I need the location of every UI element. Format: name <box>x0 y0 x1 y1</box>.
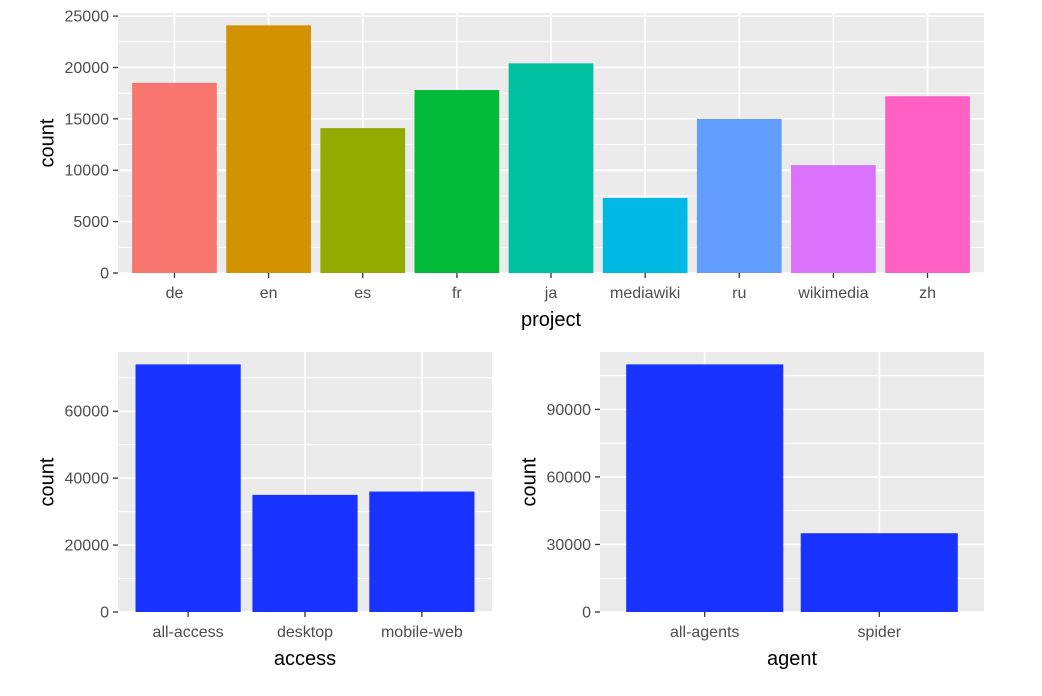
x-tick-label: spider <box>857 624 901 641</box>
bar-de <box>132 82 217 273</box>
y-axis-title: count <box>37 118 59 167</box>
y-tick-label: 20000 <box>65 60 110 77</box>
bar-en <box>226 25 311 273</box>
y-tick-label: 0 <box>582 605 591 622</box>
y-tick-label: 40000 <box>65 471 110 488</box>
x-tick-label: ja <box>544 285 558 302</box>
x-tick-label: mediawiki <box>610 285 680 302</box>
y-tick-label: 60000 <box>65 404 110 421</box>
y-axis-title: count <box>37 457 59 506</box>
agent-chart: 0 30000 60000 90000 all-agents spider agent cou… <box>519 352 984 670</box>
x-tick-label: mobile-web <box>381 624 463 641</box>
x-tick-label: wikimedia <box>797 285 868 302</box>
x-axis-title: project <box>521 309 581 331</box>
bar-desktop <box>252 494 358 612</box>
bar-es <box>320 128 406 273</box>
y-tick-label: 90000 <box>547 402 592 419</box>
bar-zh <box>885 96 970 273</box>
bar-mediawiki <box>602 197 688 273</box>
y-tick-label: 0 <box>100 605 109 622</box>
x-tick-label: ru <box>732 285 746 302</box>
y-tick-label: 5000 <box>73 214 109 231</box>
x-tick-label: desktop <box>277 624 333 641</box>
x-tick-label: all-access <box>153 624 224 641</box>
project-chart: 0 5000 10000 15000 20000 25000 de en es fr ja media… <box>37 9 984 331</box>
bar-ru <box>696 118 782 274</box>
bar-all-agents <box>626 364 784 612</box>
y-axis-title: count <box>519 457 541 506</box>
y-tick-label: 0 <box>100 266 109 283</box>
x-tick-label: fr <box>452 285 462 302</box>
x-tick-label: all-agents <box>670 624 739 641</box>
x-tick-label: de <box>166 285 184 302</box>
y-tick-label: 10000 <box>65 163 110 180</box>
y-tick-label: 30000 <box>547 537 592 554</box>
bar-mobile-web <box>369 491 475 612</box>
x-tick-label: zh <box>919 285 936 302</box>
bar-ja <box>508 63 594 274</box>
bar-all-access <box>135 364 241 612</box>
x-axis-title: access <box>274 648 336 670</box>
y-tick-label: 25000 <box>65 9 110 26</box>
y-tick-label: 20000 <box>65 538 110 555</box>
y-tick-label: 15000 <box>65 111 110 128</box>
bar-wikimedia <box>791 165 876 273</box>
x-tick-label: en <box>260 285 278 302</box>
bar-fr <box>414 90 500 273</box>
access-chart: 0 20000 40000 60000 all-access desktop mobile-… <box>37 352 492 670</box>
x-tick-label: es <box>354 285 371 302</box>
bar-spider <box>800 533 958 612</box>
y-tick-label: 60000 <box>547 469 592 486</box>
x-axis-title: agent <box>767 648 817 670</box>
